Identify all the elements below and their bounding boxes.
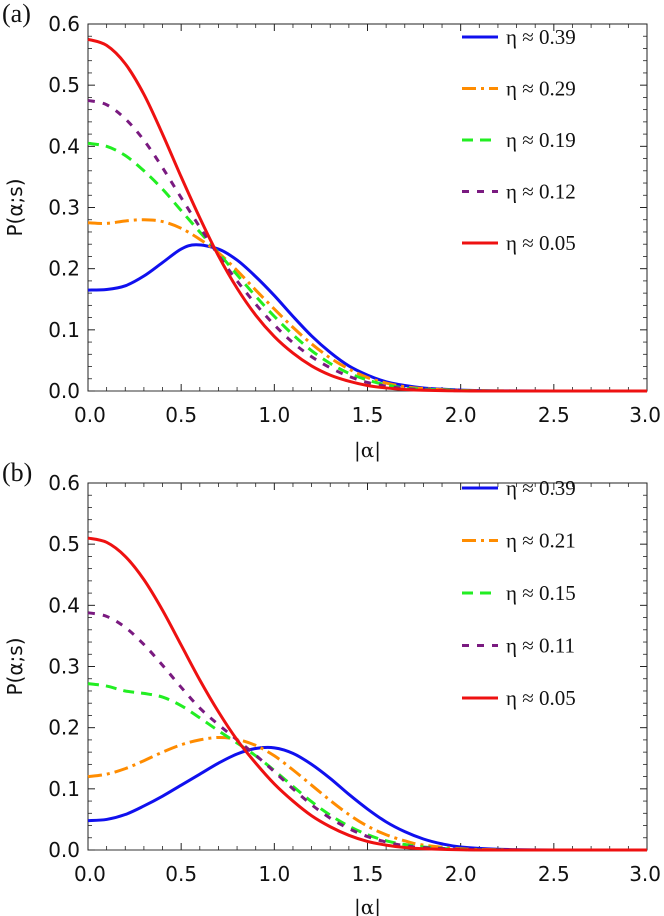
- y-tick-label: 0.2: [48, 257, 80, 281]
- x-axis-label: |α|: [354, 438, 381, 463]
- panel-label: (b): [2, 458, 32, 487]
- x-tick-label: 2.5: [538, 862, 570, 886]
- legend-label-1: η ≈ 0.39: [506, 476, 576, 500]
- y-tick-label: 0.3: [48, 196, 80, 220]
- series-line-5: [87, 37, 647, 393]
- y-tick-label: 0.4: [48, 134, 80, 158]
- y-tick-label: 0.0: [48, 379, 80, 403]
- legend-label-3: η ≈ 0.15: [506, 581, 576, 605]
- x-tick-label: 1.5: [352, 862, 384, 886]
- y-tick-label: 0.0: [48, 838, 80, 862]
- y-axis-label: P(α;s): [3, 178, 27, 236]
- x-tick-label: 3.0: [629, 862, 661, 886]
- x-tick-label: 1.0: [258, 403, 290, 427]
- chart-panel-a: 0.0 0.5 1.0 1.5 2.0 2.5 3.0 0.0 0.1 0.2 0.3 0.4 0.5 0…: [2, 0, 661, 463]
- legend-label-3: η ≈ 0.19: [506, 128, 576, 152]
- x-tick-label: 1.5: [352, 403, 384, 427]
- y-tick-label: 0.1: [48, 777, 80, 801]
- x-tick-label: 0.0: [74, 862, 106, 886]
- x-tick-label: 0.5: [165, 862, 197, 886]
- y-tick-label: 0.1: [48, 318, 80, 342]
- series-line-1: [87, 745, 648, 852]
- x-tick-label: 1.0: [258, 862, 290, 886]
- series-line-5: [87, 536, 647, 852]
- x-axis-label: |α|: [354, 895, 381, 916]
- series-line-1: [87, 243, 648, 393]
- legend-label-1: η ≈ 0.39: [506, 25, 576, 49]
- legend-label-2: η ≈ 0.29: [506, 77, 576, 101]
- y-tick-label: 0.5: [48, 73, 80, 97]
- legend-label-5: η ≈ 0.05: [506, 231, 576, 255]
- chart-panel-b: 0.0 0.5 1.0 1.5 2.0 2.5 3.0 0.0 0.1 0.2 0.3 0.4 0.5 0…: [2, 458, 661, 916]
- y-axis-label: P(α;s): [3, 637, 27, 695]
- legend-label-4: η ≈ 0.12: [506, 180, 576, 204]
- y-tick-label: 0.6: [48, 471, 80, 495]
- panel-label: (a): [2, 0, 31, 28]
- y-tick-label: 0.6: [48, 12, 80, 36]
- legend-label-5: η ≈ 0.05: [506, 686, 576, 710]
- x-tick-label: 0.5: [165, 403, 197, 427]
- x-tick-label: 2.0: [445, 862, 477, 886]
- legend-label-2: η ≈ 0.21: [506, 529, 576, 553]
- x-tick-label: 3.0: [629, 403, 661, 427]
- x-tick-label: 2.0: [445, 403, 477, 427]
- y-tick-label: 0.3: [48, 655, 80, 679]
- x-tick-label: 0.0: [74, 403, 106, 427]
- series-line-2: [87, 735, 648, 852]
- y-tick-label: 0.5: [48, 532, 80, 556]
- y-tick-label: 0.2: [48, 716, 80, 740]
- legend-label-4: η ≈ 0.11: [506, 634, 575, 658]
- x-tick-label: 2.5: [538, 403, 570, 427]
- y-tick-label: 0.4: [48, 593, 80, 617]
